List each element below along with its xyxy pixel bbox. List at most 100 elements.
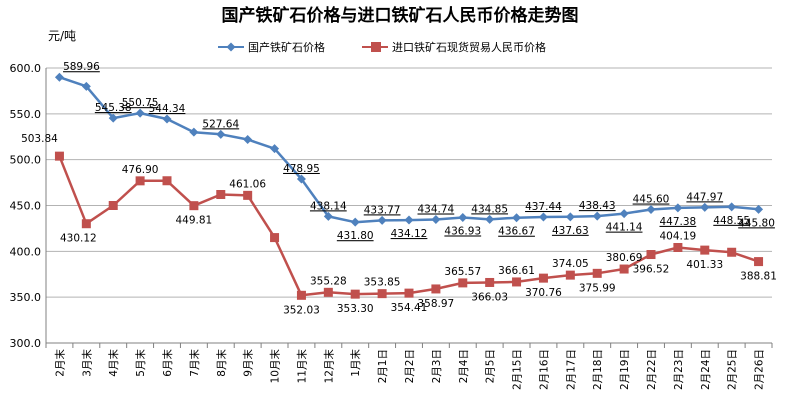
data-point	[754, 257, 764, 267]
x-tick-label: 2月22日	[646, 349, 658, 390]
x-tick-label: 4月末	[107, 349, 120, 377]
data-point	[565, 270, 575, 280]
y-tick-label: 400.0	[10, 245, 42, 258]
data-point	[296, 290, 306, 300]
data-label: 478.95	[283, 163, 320, 175]
data-label: 353.85	[364, 277, 401, 289]
data-point	[81, 219, 91, 229]
y-tick-label: 500.0	[10, 154, 42, 167]
data-point	[270, 144, 280, 154]
data-point	[646, 250, 656, 260]
data-point	[673, 242, 683, 252]
x-tick-label: 9月末	[242, 349, 255, 377]
data-point	[350, 289, 360, 299]
data-label: 437.44	[525, 201, 562, 213]
x-tick-label: 2月18日	[592, 349, 604, 390]
chart-title: 国产铁矿石价格与进口铁矿石人民币价格走势图	[222, 5, 579, 26]
data-point	[754, 204, 764, 214]
data-point	[162, 114, 172, 124]
x-tick-label: 2月4日	[458, 349, 470, 383]
y-tick-label: 450.0	[10, 200, 42, 213]
data-label: 447.38	[660, 216, 697, 228]
data-label: 380.69	[606, 252, 643, 264]
series	[54, 72, 764, 300]
data-label: 430.12	[60, 233, 97, 245]
data-label: 355.28	[310, 275, 347, 287]
data-label: 434.12	[391, 228, 428, 240]
x-tick-label: 2月3日	[431, 349, 443, 383]
data-point	[727, 202, 737, 212]
data-label: 441.14	[606, 222, 643, 234]
x-tick-label: 10月末	[269, 349, 282, 384]
x-tick-label: 11月末	[295, 349, 308, 384]
data-label: 449.81	[176, 215, 213, 227]
data-label: 374.05	[552, 258, 589, 270]
data-point	[673, 203, 683, 213]
data-point	[458, 212, 468, 222]
data-point	[512, 213, 522, 223]
data-label: 401.33	[686, 259, 723, 271]
data-point	[377, 289, 387, 299]
data-label: 370.76	[525, 287, 562, 299]
data-point	[189, 201, 199, 211]
data-label: 445.60	[633, 194, 670, 206]
data-label: 527.64	[202, 118, 239, 130]
x-tick-label: 2月26日	[754, 349, 766, 390]
data-label: 476.90	[122, 164, 159, 176]
x-tick-label: 6月末	[161, 349, 174, 377]
data-label: 589.96	[63, 61, 100, 73]
data-point	[323, 211, 333, 221]
data-point	[135, 176, 145, 186]
data-point	[81, 81, 91, 91]
data-label: 437.63	[552, 225, 589, 237]
data-point	[243, 190, 253, 200]
y-tick-label: 350.0	[10, 291, 42, 304]
data-point	[216, 190, 226, 199]
data-point	[404, 215, 414, 225]
legend-label-import: 进口铁矿石现货贸易人民币价格	[392, 40, 546, 54]
data-point	[646, 205, 656, 215]
data-label: 433.77	[364, 204, 401, 216]
legend: 国产铁矿石价格 进口铁矿石现货贸易人民币价格	[218, 40, 546, 54]
x-tick-label: 7月末	[188, 349, 201, 377]
data-label: 447.97	[686, 191, 723, 203]
data-point	[700, 202, 710, 212]
data-label: 545.38	[95, 102, 132, 114]
data-point	[458, 278, 468, 288]
data-point	[108, 113, 118, 123]
data-label: 448.55	[713, 215, 750, 227]
axes: 300.0 350.0 400.0 450.0 500.0 550.0 600.0 2月末 3月…	[10, 62, 773, 390]
x-tick-label: 2月23日	[673, 349, 685, 390]
data-point	[377, 215, 387, 225]
y-tick-label: 550.0	[10, 108, 42, 121]
legend-label-domestic: 国产铁矿石价格	[248, 40, 325, 54]
data-point	[54, 72, 64, 82]
data-point	[162, 176, 172, 186]
data-point	[296, 174, 306, 184]
data-label: 550.75	[122, 97, 159, 109]
data-label: 438.14	[310, 200, 347, 212]
x-tick-label: 2月15日	[512, 349, 524, 390]
y-tick-label: 300.0	[10, 337, 42, 350]
data-label: 436.93	[444, 225, 481, 237]
data-point	[619, 264, 629, 274]
data-point	[485, 214, 495, 224]
data-point	[592, 211, 602, 221]
data-point	[350, 217, 360, 227]
data-label: 353.30	[337, 303, 374, 315]
x-tick-label: 8月末	[215, 349, 228, 377]
x-tick-label: 2月19日	[619, 349, 631, 390]
data-label: 365.57	[444, 266, 481, 278]
data-point	[243, 135, 253, 144]
data-label: 396.52	[633, 264, 670, 276]
data-point	[538, 212, 548, 222]
data-label: 358.97	[418, 298, 455, 310]
data-point	[404, 288, 414, 298]
data-label: 503.84	[21, 133, 58, 145]
x-tick-label: 5月末	[134, 349, 147, 377]
legend-marker-import	[371, 42, 381, 52]
data-point	[108, 201, 118, 210]
data-label: 388.81	[740, 271, 777, 283]
data-label: 366.03	[471, 291, 508, 303]
